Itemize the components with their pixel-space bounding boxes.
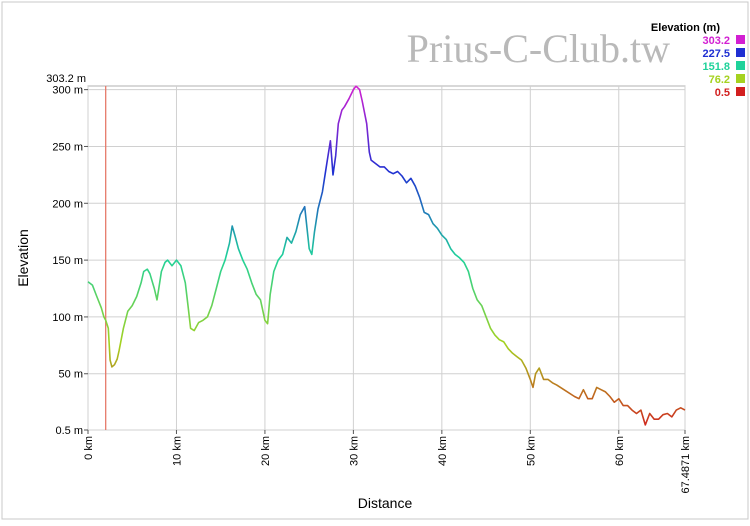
legend-swatch <box>736 87 745 96</box>
legend-value: 0.5 <box>715 87 730 99</box>
y-tick-label: 100 m <box>52 312 83 324</box>
elevation-profile-line <box>87 85 686 426</box>
y-tick-label: 200 m <box>52 198 83 210</box>
x-tick-label: 67.4871 km <box>680 436 692 493</box>
legend-swatch <box>736 74 745 83</box>
x-axis-ticks: 0 km 10 km 20 km 30 km 40 km 50 km 60 km 67.487… <box>83 430 692 493</box>
x-tick-label: 0 km <box>83 436 95 460</box>
x-axis-label: Distance <box>358 495 413 511</box>
y-max-label: 303.2 m <box>46 73 86 85</box>
legend-value: 227.5 <box>702 48 730 60</box>
x-tick-label: 50 km <box>525 436 537 466</box>
plot-area <box>87 85 686 431</box>
legend-swatch <box>736 48 745 57</box>
x-tick-label: 10 km <box>171 436 183 466</box>
y-axis-label: Elevation <box>15 229 31 287</box>
x-tick-label: 40 km <box>437 436 449 466</box>
x-tick-label: 20 km <box>260 436 272 466</box>
legend-value: 303.2 <box>702 35 730 47</box>
legend-value: 76.2 <box>709 74 730 86</box>
y-tick-label: 300 m <box>52 85 83 97</box>
y-tick-label: 50 m <box>59 369 83 381</box>
x-tick-label: 30 km <box>348 436 360 466</box>
legend-swatch <box>736 35 745 44</box>
y-tick-label: 250 m <box>52 141 83 153</box>
y-tick-label: 150 m <box>52 255 83 267</box>
watermark-text: Prius-C-Club.tw <box>407 26 670 71</box>
x-tick-label: 60 km <box>614 436 626 466</box>
legend-title: Elevation (m) <box>651 22 720 34</box>
legend-value: 151.8 <box>702 61 730 73</box>
y-axis-ticks: 0.5 m 50 m 100 m 150 m 200 m 250 m 300 m <box>52 85 88 437</box>
y-tick-label: 0.5 m <box>55 425 83 437</box>
legend-swatch <box>736 61 745 70</box>
grid <box>87 86 686 431</box>
